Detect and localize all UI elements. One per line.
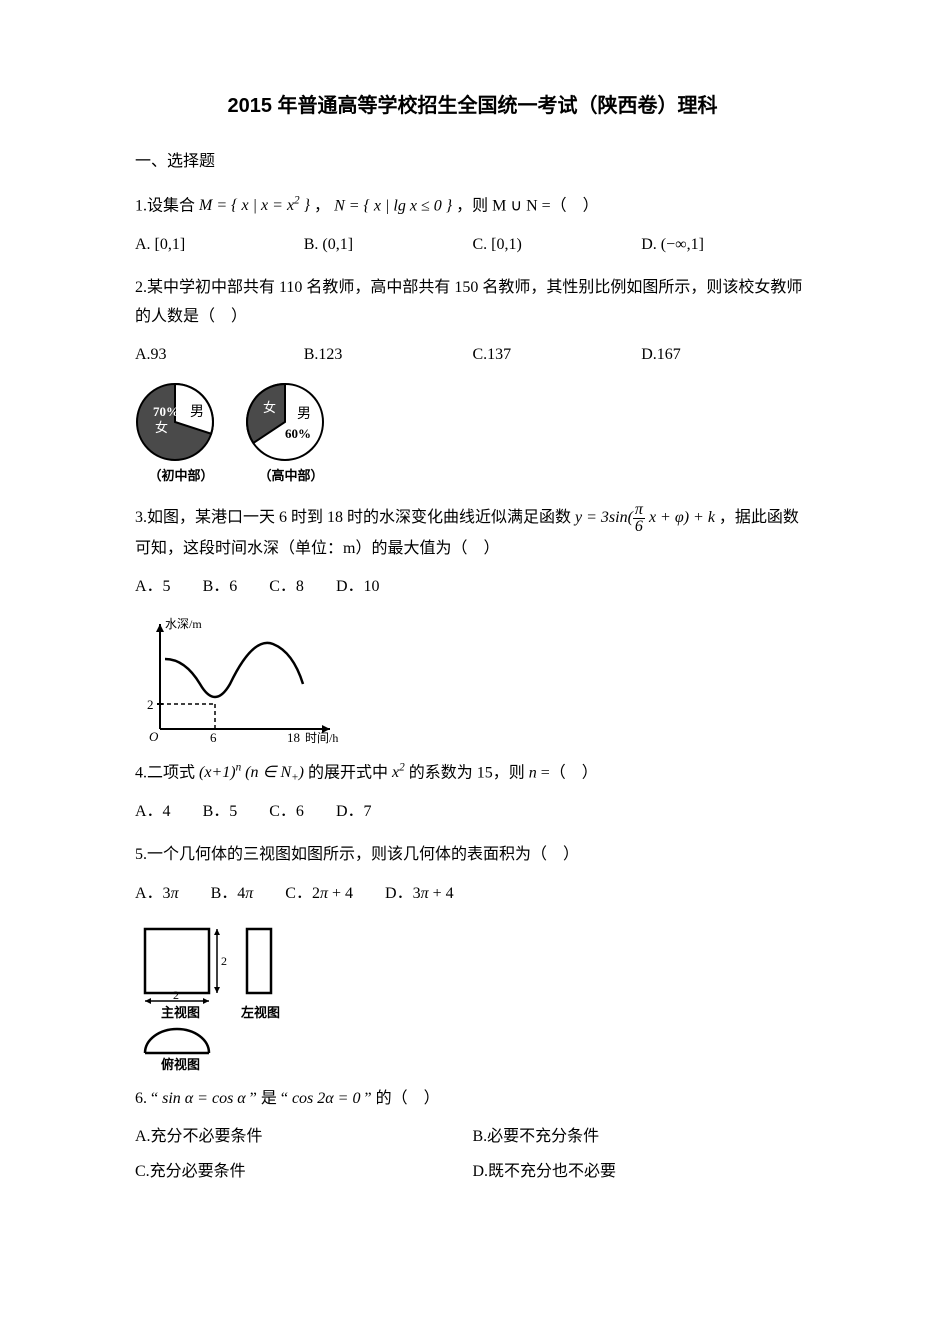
- q1-pre: 1.设集合: [135, 197, 199, 214]
- q3-origin: O: [149, 729, 159, 744]
- q1-opt-b: B. (0,1]: [304, 231, 473, 260]
- q6-opt-c: C.充分必要条件: [135, 1158, 473, 1187]
- q6-options: A.充分不必要条件 B.必要不充分条件 C.充分必要条件 D.既不充分也不必要: [135, 1123, 810, 1187]
- pie-junior-svg: 70% 女 男: [135, 382, 227, 462]
- q3-func: y = 3sin(π6 x + φ) + k: [575, 509, 715, 526]
- question-1: 1.设集合 M = { x | x = x2 } ， N = { x | lg …: [135, 191, 810, 260]
- q1-opt-d: D. (−∞,1]: [641, 231, 810, 260]
- q3-options: A．5 B．6 C．8 D．10: [135, 573, 810, 602]
- q6-text: 6. “ sin α = cos α ” 是 “ cos 2α = 0 ” 的（…: [135, 1085, 810, 1114]
- question-4: 4.二项式 (x+1)n (n ∈ N+) 的展开式中 x2 的系数为 15，则…: [135, 758, 810, 827]
- q5-opt-c: C．2π + 4: [285, 880, 353, 909]
- q4-opt-b: B．5: [203, 798, 238, 827]
- q3-xtick-6: 6: [210, 730, 217, 744]
- q5-opt-d: D．3π + 4: [385, 880, 454, 909]
- question-6: 6. “ sin α = cos α ” 是 “ cos 2α = 0 ” 的（…: [135, 1085, 810, 1187]
- q5-options: A．3π B．4π C．2π + 4 D．3π + 4: [135, 880, 810, 909]
- q4-opt-c: C．6: [269, 798, 304, 827]
- q6-cond1: “ sin α = cos α ”: [151, 1090, 257, 1107]
- pie-senior-svg: 女 男 60%: [245, 382, 337, 462]
- pie2-male: 男: [297, 407, 311, 422]
- q5-threeview: 2 主视图 2 左视图 俯视图: [135, 921, 810, 1071]
- q4-text: 4.二项式 (x+1)n (n ∈ N+) 的展开式中 x2 的系数为 15，则…: [135, 758, 810, 788]
- q6-pre: 6.: [135, 1090, 147, 1107]
- q1-set-n: N = { x | lg x ≤ 0 }: [334, 197, 452, 214]
- q3-xtick-18: 18: [287, 730, 300, 744]
- q2-text: 2.某中学初中部共有 110 名教师，高中部共有 150 名教师，其性别比例如图…: [135, 274, 810, 332]
- q4-n: n: [529, 764, 537, 781]
- left-label: 左视图: [241, 1005, 280, 1020]
- q6-opt-b: B.必要不充分条件: [473, 1123, 811, 1152]
- q5-threeview-svg: 2 主视图 2 左视图 俯视图: [135, 921, 335, 1071]
- pie2-caption: （高中部）: [245, 464, 337, 487]
- pie1-pct: 70%: [153, 404, 179, 419]
- pie1-male: 男: [190, 405, 204, 420]
- q3-opt-d: D．10: [336, 573, 380, 602]
- pie1-female: 女: [155, 420, 168, 435]
- q1-comma: ，: [314, 197, 330, 214]
- q2-opt-a: A.93: [135, 341, 304, 370]
- q4-pre: 4.二项式: [135, 764, 199, 781]
- q1-set-m: M = { x | x = x2 }: [199, 197, 310, 214]
- q4-opt-d: D．7: [336, 798, 372, 827]
- q5-text: 5.一个几何体的三视图如图所示，则该几何体的表面积为（ ）: [135, 841, 810, 870]
- q4-opt-a: A．4: [135, 798, 171, 827]
- q6-opt-a: A.充分不必要条件: [135, 1123, 473, 1152]
- q3-pre: 3.如图，某港口一天 6 时到 18 时的水深变化曲线近似满足函数: [135, 509, 575, 526]
- q6-cond2: “ cos 2α = 0 ”: [281, 1090, 372, 1107]
- q1-opt-a: A. [0,1]: [135, 231, 304, 260]
- q3-chart-svg: 2 水深/m O 6 18 时间/h: [135, 614, 345, 744]
- q4-mid1: 的展开式中: [308, 764, 392, 781]
- q1-mid: ，则 M ∪ N =（ ）: [456, 197, 599, 214]
- q3-opt-b: B．6: [203, 573, 238, 602]
- page-title: 2015 年普通高等学校招生全国统一考试（陕西卷）理科: [135, 88, 810, 124]
- q6-post: 的（ ）: [376, 1090, 440, 1107]
- pie1-caption: （初中部）: [135, 464, 227, 487]
- pie-junior: 70% 女 男 （初中部）: [135, 382, 227, 487]
- q2-opt-d: D.167: [641, 341, 810, 370]
- front-label: 主视图: [161, 1005, 200, 1020]
- dim-h: 2: [221, 954, 227, 968]
- section-heading: 一、选择题: [135, 148, 810, 177]
- q2-opt-c: C.137: [473, 341, 642, 370]
- q1-text: 1.设集合 M = { x | x = x2 } ， N = { x | lg …: [135, 191, 810, 221]
- question-2: 2.某中学初中部共有 110 名教师，高中部共有 150 名教师，其性别比例如图…: [135, 274, 810, 488]
- pie-senior: 女 男 60% （高中部）: [245, 382, 337, 487]
- q4-mid2: 的系数为 15，则: [409, 764, 529, 781]
- q1-opt-c: C. [0,1): [473, 231, 642, 260]
- q3-xlab: 时间/h: [305, 731, 338, 744]
- q6-opt-d: D.既不充分也不必要: [473, 1158, 811, 1187]
- question-3: 3.如图，某港口一天 6 时到 18 时的水深变化曲线近似满足函数 y = 3s…: [135, 502, 810, 745]
- q4-options: A．4 B．5 C．6 D．7: [135, 798, 810, 827]
- q3-opt-c: C．8: [269, 573, 304, 602]
- question-5: 5.一个几何体的三视图如图所示，则该几何体的表面积为（ ） A．3π B．4π …: [135, 841, 810, 1071]
- q3-ylab: 水深/m: [165, 617, 202, 631]
- q4-x2: x2: [392, 764, 405, 781]
- dim-w: 2: [173, 988, 179, 1002]
- q6-mid: 是: [261, 1090, 281, 1107]
- q2-pies: 70% 女 男 （初中部） 女 男 60% （高中部）: [135, 382, 810, 487]
- q4-eq: =（ ）: [541, 764, 598, 781]
- q4-expr: (x+1)n (n ∈ N+): [199, 764, 304, 781]
- q1-options: A. [0,1] B. (0,1] C. [0,1) D. (−∞,1]: [135, 231, 810, 260]
- q3-chart: 2 水深/m O 6 18 时间/h: [135, 614, 810, 744]
- top-label: 俯视图: [161, 1057, 200, 1071]
- pie2-female: 女: [263, 400, 276, 415]
- q2-options: A.93 B.123 C.137 D.167: [135, 341, 810, 370]
- q3-opt-a: A．5: [135, 573, 171, 602]
- q3-ytick: 2: [147, 697, 154, 712]
- q5-opt-b: B．4π: [211, 880, 254, 909]
- q5-opt-a: A．3π: [135, 880, 179, 909]
- pie2-pct: 60%: [285, 426, 311, 441]
- q2-opt-b: B.123: [304, 341, 473, 370]
- q3-text: 3.如图，某港口一天 6 时到 18 时的水深变化曲线近似满足函数 y = 3s…: [135, 502, 810, 564]
